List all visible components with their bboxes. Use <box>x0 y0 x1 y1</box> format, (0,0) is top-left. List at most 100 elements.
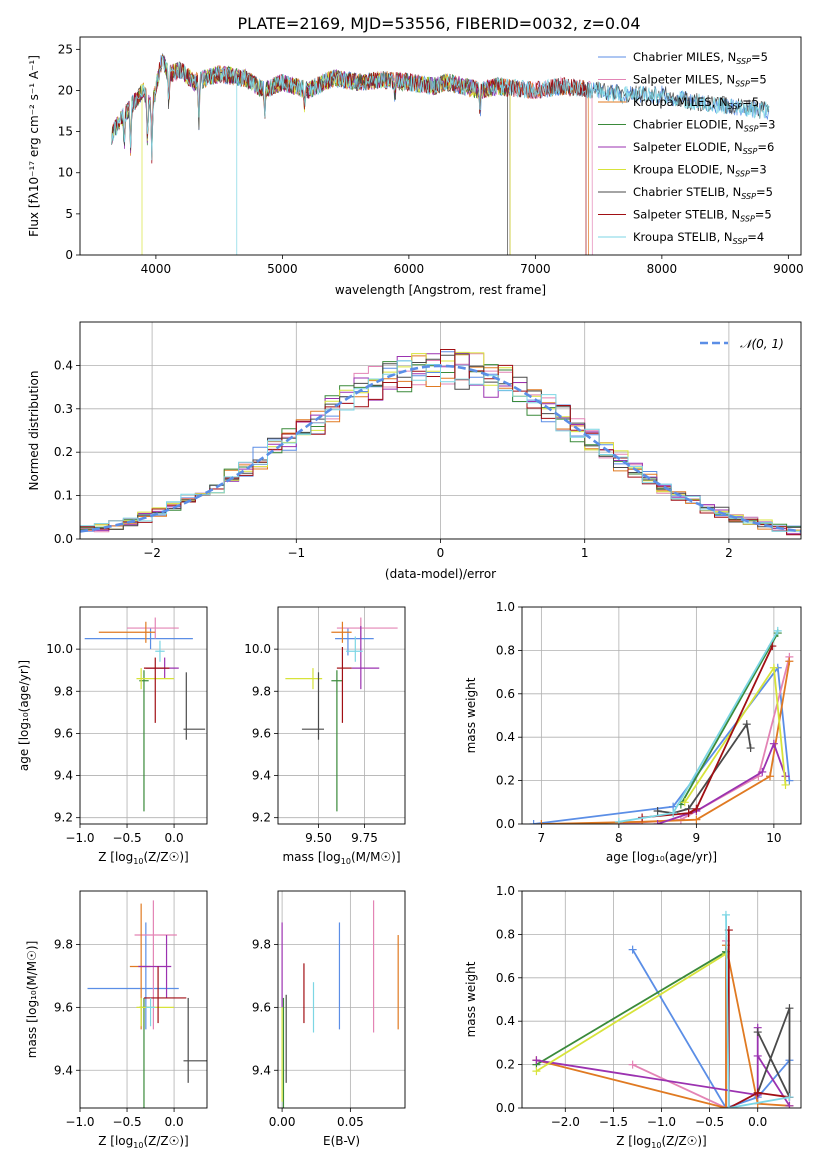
figure-title: PLATE=2169, MJD=53556, FIBERID=0032, z=0… <box>237 14 640 33</box>
y-axis-label: mass weight <box>464 677 478 753</box>
y-tick-label: 10 <box>58 166 73 180</box>
axes-frame <box>521 890 802 1109</box>
data-marker <box>628 945 637 954</box>
data-marker <box>653 820 662 824</box>
x-tick-label: −2 <box>143 546 161 560</box>
y-tick-label: 9.8 <box>54 937 73 951</box>
panel-mass_vs_EBV: 0.00 0.05 9.4 9.6 9.8 E(B-V) <box>252 890 406 1148</box>
x-tick-label: 7000 <box>520 262 551 276</box>
x-tick-label: −0.5 <box>695 1115 724 1129</box>
y-tick-label: 0.4 <box>496 730 515 744</box>
x-tick-label: 2 <box>725 546 733 560</box>
weight-line <box>535 953 727 1072</box>
x-tick-label: 9.75 <box>351 831 378 845</box>
legend: Chabrier MILES, NSSP=5 Salpeter MILES, NS… <box>598 50 775 246</box>
y-axis-label: Flux [fλ10⁻¹⁷ erg cm⁻² s⁻¹ A⁻¹] <box>27 55 41 237</box>
data-marker <box>684 809 693 818</box>
x-tick-label: −2.0 <box>551 1115 580 1129</box>
y-tick-label: 0.0 <box>496 1101 515 1115</box>
plot-area <box>80 607 207 824</box>
weight-line <box>535 951 727 1066</box>
weight-line <box>727 930 790 1108</box>
y-tick-label: 20 <box>58 83 73 97</box>
x-tick-label: 10 <box>766 831 781 845</box>
plot-area <box>111 52 770 255</box>
data-marker <box>669 809 678 818</box>
axes-frame <box>79 606 208 825</box>
y-tick-label: 9.4 <box>54 769 73 783</box>
panel-residuals: −2 −1 0 1 2 0.0 0.1 0.2 0.3 0.4 (data-model)/error… <box>27 321 802 581</box>
x-axis-label: E(B-V) <box>323 1134 360 1148</box>
x-axis-label: Z [log10(Z/Z☉)] <box>98 850 189 866</box>
y-tick-label: 0.8 <box>496 927 515 941</box>
x-tick-label: −0.5 <box>112 1115 141 1129</box>
spectrum-line <box>111 55 770 255</box>
x-axis-label: (data-model)/error <box>385 567 496 581</box>
data-marker <box>769 739 778 748</box>
axes-frame <box>79 890 208 1109</box>
x-tick-label: 8000 <box>647 262 678 276</box>
x-axis-label: Z [log10(Z/Z☉)] <box>98 1134 189 1150</box>
legend-label: Salpeter STELIB, NSSP=5 <box>633 208 772 224</box>
y-tick-label: 9.8 <box>54 684 73 698</box>
y-tick-label: 0 <box>65 248 73 262</box>
y-tick-label: 5 <box>65 207 73 221</box>
data-marker <box>785 657 794 666</box>
x-tick-label: −1 <box>287 546 305 560</box>
panel-mass_vs_Z: −1.0 −0.5 0.0 9.4 9.6 9.8 Z [log10(Z/Z☉)] mass … <box>25 890 208 1150</box>
x-tick-label: 1 <box>581 546 589 560</box>
y-tick-label: 0.6 <box>496 687 515 701</box>
panel-age_vs_mass: 9.50 9.75 9.2 9.4 9.6 9.8 10.0 mass [log10(M/M☉… <box>244 606 406 866</box>
panel-age_vs_Z: −1.0 −0.5 0.0 9.2 9.4 9.6 9.8 10.0 Z [log10(Z/Z☉… <box>17 606 208 866</box>
axes-frame <box>277 890 406 1109</box>
x-axis-label: Z [log10(Z/Z☉)] <box>616 1134 707 1150</box>
data-marker <box>537 820 546 824</box>
y-tick-label: 9.6 <box>252 1000 271 1014</box>
x-tick-label: 0.0 <box>165 831 184 845</box>
y-tick-label: 9.8 <box>252 684 271 698</box>
y-tick-label: 10.0 <box>244 642 271 656</box>
y-tick-label: 15 <box>58 125 73 139</box>
y-tick-label: 9.6 <box>54 726 73 740</box>
weight-line <box>631 949 791 1108</box>
y-tick-label: 0.4 <box>496 1014 515 1028</box>
legend-label: Kroupa STELIB, NSSP=4 <box>633 230 764 246</box>
x-tick-label: 4000 <box>141 262 172 276</box>
legend-label: 𝒩(0, 1) <box>740 337 784 351</box>
legend-label: Kroupa ELODIE, NSSP=3 <box>633 163 767 179</box>
y-tick-label: 9.2 <box>252 811 271 825</box>
panel-weight_vs_age: 7 8 9 10 0.0 0.2 0.4 0.6 0.8 1.0 age [log₁₀(age/yr… <box>464 600 802 864</box>
y-tick-label: 0.0 <box>54 532 73 546</box>
y-tick-label: 9.6 <box>252 726 271 740</box>
x-tick-label: 0.00 <box>269 1115 296 1129</box>
x-tick-label: 0 <box>437 546 445 560</box>
data-marker <box>628 1060 637 1069</box>
plot-area <box>80 891 207 1108</box>
weight-line <box>642 645 774 819</box>
y-tick-label: 0.3 <box>54 402 73 416</box>
x-tick-label: 7 <box>538 831 546 845</box>
weight-line <box>536 1027 791 1107</box>
data-marker <box>769 663 778 672</box>
x-axis-label: mass [log10(M/M☉)] <box>282 850 400 866</box>
axes-frame <box>277 606 406 825</box>
x-tick-label: 0.0 <box>165 1115 184 1129</box>
plot-area <box>522 607 801 824</box>
x-axis-label: age [log₁₀(age/yr)] <box>606 850 717 864</box>
x-tick-label: −0.5 <box>112 831 141 845</box>
data-marker <box>781 780 790 789</box>
x-tick-label: −1.5 <box>599 1115 628 1129</box>
x-tick-label: −1.0 <box>647 1115 676 1129</box>
weight-line <box>756 1007 791 1098</box>
x-tick-label: 9000 <box>773 262 804 276</box>
y-tick-label: 0.2 <box>496 774 515 788</box>
y-tick-label: 25 <box>58 42 73 56</box>
plot-area <box>522 891 801 1108</box>
x-tick-label: 0.05 <box>337 1115 364 1129</box>
data-marker <box>753 1028 762 1037</box>
legend-label: Chabrier MILES, NSSP=5 <box>633 50 768 66</box>
y-axis-label: Normed distribution <box>27 371 41 491</box>
data-marker <box>785 776 794 785</box>
y-axis-label: mass [log₁₀(M/M☉)] <box>25 941 39 1059</box>
x-tick-label: 9.50 <box>305 831 332 845</box>
